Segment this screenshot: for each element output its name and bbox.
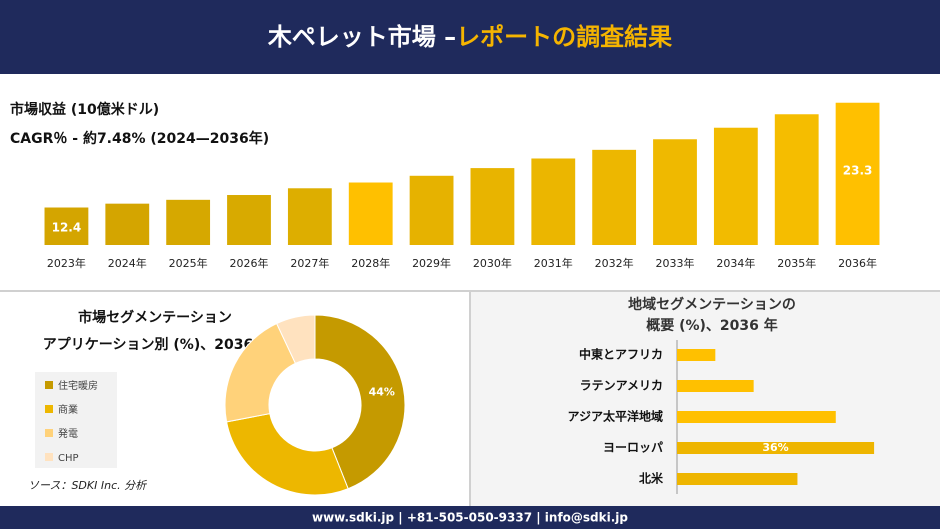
legend-swatch (45, 381, 53, 389)
value-label: 23.3 (843, 164, 873, 178)
x-tick-label: 2024年 (108, 256, 147, 270)
bar (227, 195, 271, 245)
x-tick-label: 2034年 (716, 256, 755, 270)
bar (774, 114, 819, 245)
title-accent: レポートの調査結果 (456, 23, 672, 51)
legend-label: CHP (58, 453, 79, 464)
bar (677, 411, 836, 423)
bar (470, 168, 515, 245)
bar (835, 102, 880, 245)
bar (166, 199, 211, 245)
x-tick-label: 2027年 (290, 256, 329, 270)
x-tick-label: 2032年 (595, 256, 634, 270)
header-title: 木ペレット市場 –レポートの調査結果 (267, 23, 672, 51)
y-tick-label: 北米 (639, 471, 664, 486)
bar (531, 158, 576, 245)
legend-swatch (45, 429, 53, 437)
y-tick-label: アジア太平洋地域 (567, 409, 663, 424)
legend-label: 商業 (58, 403, 78, 416)
chart-subtitle: CAGR％ - 約7.48% (2024—2036年) (10, 130, 269, 147)
chart-title: 市場収益 (10億米ドル) (10, 101, 159, 118)
x-tick-label: 2035年 (777, 256, 816, 270)
source: ソース：SDKI Inc. 分析 (28, 479, 148, 492)
donut-slice (224, 322, 297, 423)
bar (105, 203, 150, 245)
bar (592, 149, 637, 245)
x-tick-label: 2025年 (169, 256, 208, 270)
value-label: 44% (369, 385, 395, 398)
value-label: 36% (762, 441, 788, 454)
chart-title: 市場セグメンテーション (78, 309, 232, 326)
bar (677, 380, 754, 392)
x-tick-label: 2031年 (534, 256, 573, 270)
panel-bg (471, 292, 940, 506)
x-tick-label: 2029年 (412, 256, 451, 270)
donut-slice (276, 314, 316, 365)
y-tick-label: ヨーロッパ (603, 441, 663, 455)
x-tick-label: 2033年 (656, 256, 695, 270)
bar (409, 175, 454, 245)
bar (677, 442, 875, 454)
donut-slice (314, 314, 406, 490)
header-bar (0, 0, 940, 74)
title-main: 木ペレット市場 – (267, 23, 456, 51)
x-tick-label: 2026年 (230, 256, 269, 270)
bar (677, 473, 798, 485)
legend-label: 発電 (58, 427, 78, 440)
legend-swatch (45, 405, 53, 413)
donut-slice (226, 413, 349, 496)
x-tick-label: 2023年 (47, 256, 86, 270)
footer-bar (0, 506, 940, 529)
bar (44, 207, 89, 245)
chart-subtitle: 概要 (%)、2036 年 (646, 317, 778, 334)
bar (677, 349, 716, 361)
value-label: 12.4 (52, 221, 82, 235)
chart-title: 地域セグメンテーションの (628, 296, 796, 313)
bar (287, 188, 332, 245)
chart-subtitle: アプリケーション別 (%)、2036年 (43, 336, 267, 353)
footer: www.sdki.jp | +81-505-050-9337 | info@sd… (312, 511, 628, 525)
legend-swatch (45, 453, 53, 461)
bar (653, 139, 697, 245)
bar (713, 127, 758, 245)
legend-label: 住宅暖房 (58, 379, 98, 392)
y-tick-label: ラテンアメリカ (580, 379, 663, 393)
x-tick-label: 2028年 (351, 256, 390, 270)
bar (348, 182, 393, 245)
x-tick-label: 2036年 (838, 256, 877, 270)
x-tick-label: 2030年 (473, 256, 512, 270)
y-tick-label: 中東とアフリカ (579, 347, 663, 362)
